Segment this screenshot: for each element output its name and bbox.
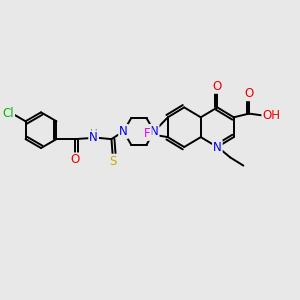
Text: O: O bbox=[213, 80, 222, 93]
Text: O: O bbox=[244, 87, 254, 100]
Text: N: N bbox=[213, 140, 222, 154]
Text: OH: OH bbox=[262, 109, 280, 122]
Text: Cl: Cl bbox=[2, 107, 14, 120]
Text: N: N bbox=[150, 125, 159, 138]
Text: H: H bbox=[90, 129, 98, 139]
Text: N: N bbox=[89, 131, 98, 144]
Text: O: O bbox=[70, 153, 80, 167]
Text: F: F bbox=[144, 127, 151, 140]
Text: S: S bbox=[109, 154, 116, 168]
Text: N: N bbox=[119, 125, 128, 138]
